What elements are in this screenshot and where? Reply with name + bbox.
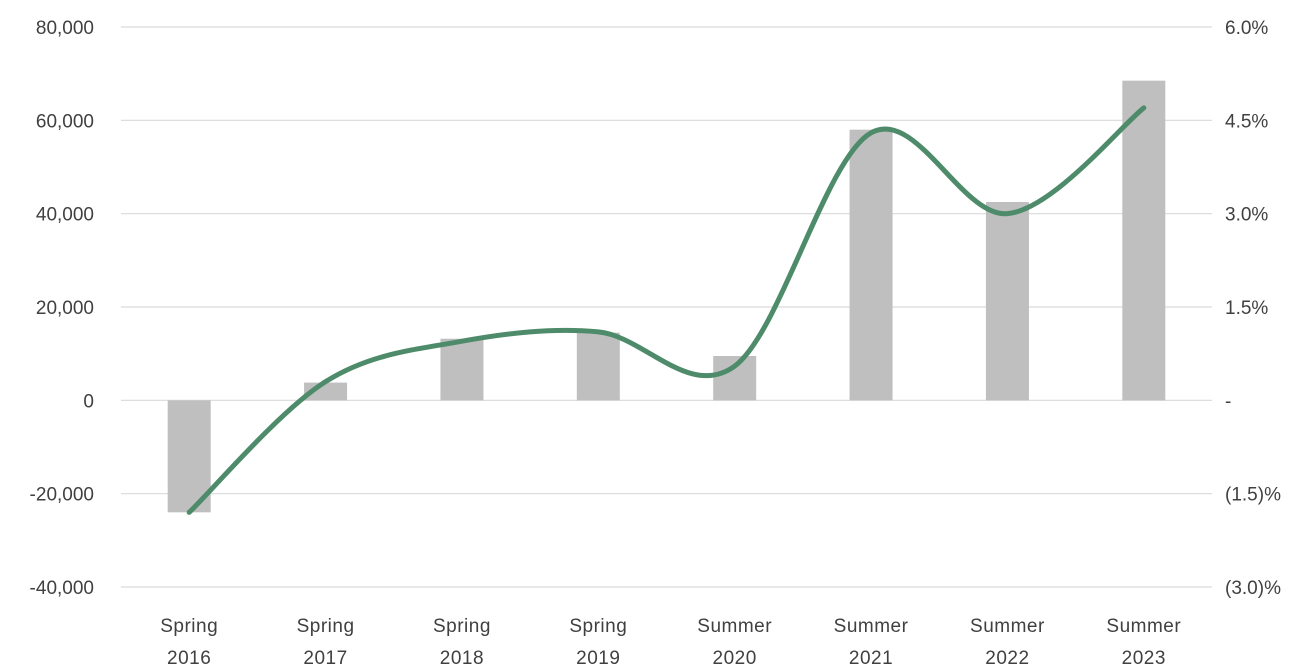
- bar-series: [167, 80, 1166, 513]
- right-axis-tick-label: 4.5%: [1225, 111, 1268, 132]
- left-axis-tick-label: 80,000: [36, 18, 94, 39]
- right-axis-tick-label: -: [1225, 391, 1231, 412]
- bar: [167, 400, 211, 513]
- left-axis: -40,000 -20,000 0 20,000 40,000 60,000 80,000: [30, 18, 94, 599]
- line-series: [186, 105, 1147, 515]
- left-axis-tick-label: -40,000: [30, 578, 94, 599]
- right-axis-tick-label: 3.0%: [1225, 205, 1268, 226]
- left-axis-tick-label: -20,000: [30, 485, 94, 506]
- category-label: Summer 2022: [970, 616, 1045, 669]
- category-label: Summer 2023: [1106, 616, 1181, 669]
- right-axis-tick-label: (3.0)%: [1225, 578, 1281, 599]
- gridlines: [121, 26, 1212, 588]
- bar: [849, 129, 893, 401]
- trend-line: [186, 105, 1147, 515]
- category-label: Summer 2021: [834, 616, 909, 669]
- left-axis-tick-label: 60,000: [36, 111, 94, 132]
- category-axis: Spring 2016 Spring 2017 Spring 2018 Spring 2019…: [160, 616, 1181, 669]
- bar: [440, 338, 484, 401]
- right-axis-tick-label: 6.0%: [1225, 18, 1268, 39]
- right-axis: (3.0)% (1.5)% - 1.5% 3.0% 4.5% 6.0%: [1225, 18, 1281, 599]
- category-label: Spring 2016: [160, 616, 218, 669]
- bar: [576, 332, 620, 401]
- category-label: Spring 2019: [569, 616, 627, 669]
- bar: [985, 202, 1029, 401]
- category-label: Spring 2017: [297, 616, 355, 669]
- bar: [713, 356, 757, 401]
- category-label: Summer 2020: [697, 616, 772, 669]
- category-label: Spring 2018: [433, 616, 491, 669]
- left-axis-tick-label: 20,000: [36, 298, 94, 319]
- left-axis-tick-label: 0: [83, 391, 94, 412]
- bar: [1122, 80, 1166, 401]
- right-axis-tick-label: (1.5)%: [1225, 485, 1281, 506]
- left-axis-tick-label: 40,000: [36, 205, 94, 226]
- right-axis-tick-label: 1.5%: [1225, 298, 1268, 319]
